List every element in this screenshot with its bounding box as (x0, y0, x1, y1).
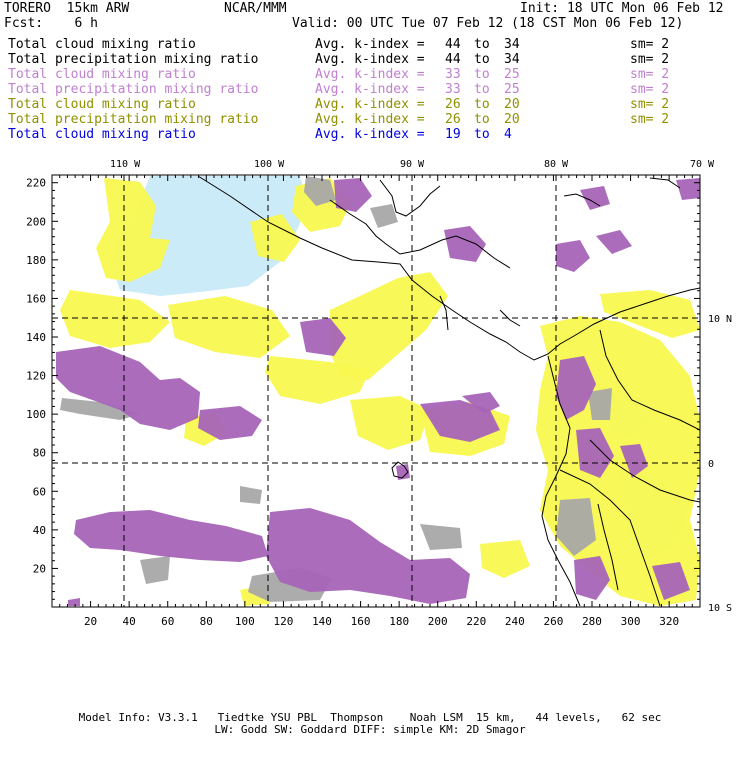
legend-field: Total cloud mixing ratio (8, 37, 196, 52)
organization-label: NCAR/MMM (224, 1, 287, 16)
y-tick-label: 180 (26, 254, 46, 267)
y-tick-label: 200 (26, 215, 46, 228)
legend-sm: sm= 2 (630, 112, 670, 127)
legend-to-word: to (474, 112, 490, 127)
y-tick-label: 120 (26, 370, 46, 383)
legend-index-label: Avg. k-index = (315, 37, 425, 52)
x-tick-label: 140 (312, 615, 332, 628)
x-tick-label: 80 (200, 615, 213, 628)
y-tick-label: 220 (26, 177, 46, 190)
x-tick-label: 180 (389, 615, 409, 628)
legend-sm: sm= 2 (630, 67, 670, 82)
lat-label-10n: 10 N (708, 314, 732, 325)
legend-to: 20 (504, 112, 520, 127)
y-tick-label: 140 (26, 331, 46, 344)
x-tick-label: 300 (621, 615, 641, 628)
axis-tick-labels: 20 40 60 80 100 120 140 160 180 200 220 240 260 280 30… (26, 177, 679, 628)
legend-index-label: Avg. k-index = (315, 52, 425, 67)
y-tick-label: 80 (33, 447, 46, 460)
purple-cloud-field (56, 178, 700, 606)
x-tick-label: 280 (582, 615, 602, 628)
y-tick-label: 20 (33, 562, 46, 575)
forecast-map: 20 40 60 80 100 120 140 160 180 200 220 240 260 280 30… (26, 159, 732, 628)
cloud-fields (56, 176, 700, 606)
legend-to-word: to (474, 37, 490, 52)
legend-to-word: to (474, 97, 490, 112)
x-tick-label: 20 (84, 615, 97, 628)
yellow-cloud-field (60, 178, 700, 606)
x-tick-label: 100 (235, 615, 255, 628)
legend-to: 25 (504, 67, 520, 82)
lon-label-110w: 110 W (110, 159, 141, 170)
legend-field: Total precipitation mixing ratio (8, 112, 259, 127)
x-tick-label: 320 (659, 615, 679, 628)
legend-to-word: to (474, 127, 490, 142)
legend-index-label: Avg. k-index = (315, 127, 425, 142)
legend-sm: sm= 2 (630, 82, 670, 97)
legend-from: 26 (445, 97, 461, 112)
legend-index-label: Avg. k-index = (315, 67, 425, 82)
legend-sm: sm= 2 (630, 52, 670, 67)
legend-from: 26 (445, 112, 461, 127)
longitude-labels: 110 W 100 W 90 W 80 W 70 W (110, 159, 715, 170)
y-tick-label: 40 (33, 524, 46, 537)
coastline (197, 175, 700, 607)
lon-label-90w: 90 W (400, 159, 425, 170)
legend-field: Total cloud mixing ratio (8, 67, 196, 82)
init-time: Init: 18 UTC Mon 06 Feb 12 (520, 1, 724, 16)
y-tick-label: 60 (33, 485, 46, 498)
legend-index-label: Avg. k-index = (315, 97, 425, 112)
legend-to-word: to (474, 82, 490, 97)
legend-to: 34 (504, 52, 520, 67)
model-info-line1: Model Info: V3.3.1 Tiedtke YSU PBL Thomp… (78, 711, 662, 724)
legend-to: 4 (504, 127, 512, 142)
x-tick-label: 160 (351, 615, 371, 628)
lon-label-100w: 100 W (254, 159, 285, 170)
legend-field: Total precipitation mixing ratio (8, 52, 259, 67)
x-tick-label: 240 (505, 615, 525, 628)
legend-index-label: Avg. k-index = (315, 112, 425, 127)
legend-to: 25 (504, 82, 520, 97)
x-tick-label: 220 (466, 615, 486, 628)
x-tick-label: 40 (123, 615, 136, 628)
x-tick-label: 60 (161, 615, 174, 628)
lat-label-0: 0 (708, 459, 714, 470)
latitude-labels: 10 N 0 10 S (708, 314, 732, 614)
legend-from: 44 (445, 52, 461, 67)
legend-field: Total cloud mixing ratio (8, 97, 196, 112)
x-tick-label: 200 (428, 615, 448, 628)
legend-from: 44 (445, 37, 461, 52)
axis-ticks (51, 174, 701, 608)
legend-from: 33 (445, 82, 461, 97)
legend-index-label: Avg. k-index = (315, 82, 425, 97)
legend-from: 33 (445, 67, 461, 82)
lat-label-10s: 10 S (708, 603, 732, 614)
legend-to-word: to (474, 67, 490, 82)
lon-label-70w: 70 W (690, 159, 715, 170)
y-tick-label: 100 (26, 408, 46, 421)
legend-from: 19 (445, 127, 461, 142)
legend-sm: sm= 2 (630, 37, 670, 52)
model-info-line2: LW: Godd SW: Goddard DIFF: simple KM: 2D… (214, 723, 526, 736)
legend-to-word: to (474, 52, 490, 67)
x-tick-label: 260 (543, 615, 563, 628)
legend-sm: sm= 2 (630, 97, 670, 112)
legend-field: Total cloud mixing ratio (8, 127, 196, 142)
valid-time: Valid: 00 UTC Tue 07 Feb 12 (18 CST Mon … (292, 16, 684, 31)
graticule (52, 175, 700, 607)
lon-label-80w: 80 W (544, 159, 569, 170)
y-tick-label: 160 (26, 292, 46, 305)
forecast-hour: Fcst: 6 h (4, 16, 98, 31)
legend-field: Total precipitation mixing ratio (8, 82, 259, 97)
legend-to: 20 (504, 97, 520, 112)
model-title: TORERO 15km ARW (4, 1, 130, 16)
x-tick-label: 120 (273, 615, 293, 628)
legend-to: 34 (504, 37, 520, 52)
